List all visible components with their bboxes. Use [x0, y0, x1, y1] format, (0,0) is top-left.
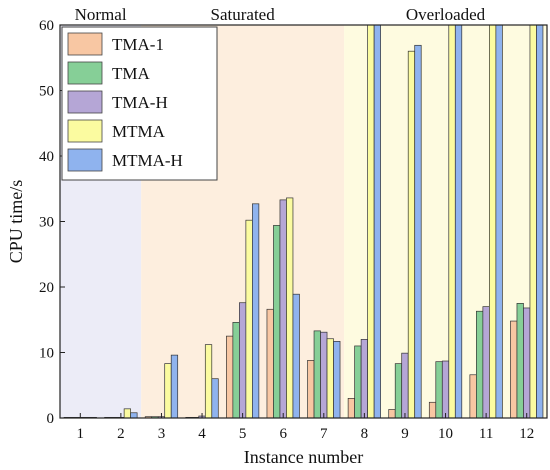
- legend-swatch-tma-1: [67, 32, 103, 56]
- legend: TMA-1 TMA TMA-H MTMA MTMA-H: [61, 26, 218, 181]
- bar-tma-h-11: [482, 306, 490, 419]
- legend-swatch-mtma-h: [67, 148, 103, 172]
- bar-tma-9: [394, 363, 403, 419]
- bar-mtma-11: [489, 24, 497, 419]
- bar-mtma-4: [204, 344, 213, 419]
- bar-tma-h-10: [441, 360, 450, 419]
- x-tick-label: 12: [519, 426, 534, 442]
- x-tick-label: 8: [361, 426, 369, 442]
- bar-mtma-h-12: [536, 24, 544, 419]
- bar-tma-6: [273, 225, 281, 419]
- bars-layer: [63, 24, 544, 419]
- bar-tma-1-10: [428, 401, 437, 419]
- bar-tma-12: [516, 303, 524, 419]
- bar-mtma-h-4: [211, 378, 219, 419]
- y-axis-label: CPU time/s: [6, 180, 26, 264]
- bar-tma-1-12: [510, 320, 518, 419]
- x-tick-label: 10: [438, 426, 453, 442]
- region-label-saturated: Saturated: [211, 5, 276, 24]
- x-tick-label: 4: [198, 426, 206, 442]
- bar-mtma-h-11: [495, 24, 503, 419]
- bar-tma-7: [313, 330, 321, 419]
- bar-mtma-10: [448, 24, 456, 419]
- x-tick-label: 7: [320, 426, 328, 442]
- x-axis-label: Instance number: [244, 447, 363, 467]
- legend-label-mtma: MTMA: [112, 122, 166, 141]
- y-tick-label: 20: [39, 280, 54, 296]
- bar-tma-h-7: [320, 331, 328, 419]
- bar-tma-1-9: [388, 409, 396, 419]
- bar-tma-8: [354, 345, 362, 419]
- bar-tma-h-6: [279, 199, 287, 419]
- bar-tma-1-11: [469, 374, 477, 419]
- legend-swatch-mtma: [67, 119, 103, 143]
- y-tick-label: 30: [39, 215, 54, 231]
- x-tick-label: 5: [239, 426, 247, 442]
- bar-tma-5: [232, 322, 240, 419]
- region-label-normal: Normal: [75, 5, 127, 24]
- legend-label-tma-1: TMA-1: [112, 35, 164, 54]
- legend-label-mtma-h: MTMA-H: [112, 151, 183, 170]
- x-tick-label: 6: [279, 426, 287, 442]
- bar-mtma-h-2: [130, 412, 138, 419]
- y-tick-label: 10: [39, 346, 54, 362]
- bar-mtma-9: [407, 50, 416, 419]
- bar-tma-h-5: [239, 302, 247, 419]
- bar-mtma-3: [164, 363, 172, 419]
- bar-mtma-6: [286, 197, 294, 419]
- bar-mtma-h-10: [454, 24, 463, 419]
- bar-mtma-h-8: [373, 24, 381, 419]
- bar-tma-1-7: [307, 360, 315, 419]
- x-tick-label: 2: [117, 426, 125, 442]
- bar-tma-10: [435, 361, 443, 419]
- bar-tma-11: [476, 310, 484, 419]
- bar-mtma-12: [529, 24, 537, 419]
- bar-mtma-8: [367, 24, 375, 419]
- bar-mtma-h-3: [170, 354, 179, 419]
- region-labels-layer: Normal Saturated Overloaded: [75, 5, 486, 24]
- x-tick-label: 11: [479, 426, 493, 442]
- bar-mtma-7: [326, 338, 334, 419]
- bar-mtma-2: [123, 408, 131, 419]
- x-tick-label: 1: [77, 426, 85, 442]
- legend-label-tma: TMA: [112, 64, 151, 83]
- y-tick-label: 0: [47, 411, 55, 427]
- bar-mtma-h-9: [414, 44, 422, 419]
- y-tick-label: 60: [39, 18, 54, 34]
- legend-swatch-tma: [67, 61, 103, 85]
- y-tick-label: 40: [39, 149, 54, 165]
- bar-tma-h-9: [401, 352, 409, 419]
- bar-tma-1-5: [226, 335, 234, 419]
- bar-tma-1-8: [347, 398, 355, 419]
- bar-mtma-h-6: [292, 293, 300, 419]
- x-tick-label: 3: [158, 426, 166, 442]
- bar-tma-1-6: [266, 308, 274, 419]
- bar-mtma-h-5: [252, 203, 260, 419]
- region-label-overloaded: Overloaded: [406, 5, 486, 24]
- y-tick-label: 50: [39, 84, 54, 100]
- bar-tma-h-12: [523, 307, 531, 419]
- bar-tma-h-8: [360, 339, 368, 419]
- bar-mtma-h-7: [333, 341, 341, 419]
- legend-label-tma-h: TMA-H: [112, 93, 168, 112]
- bar-mtma-5: [245, 219, 253, 419]
- legend-swatch-tma-h: [67, 90, 103, 114]
- x-tick-label: 9: [401, 426, 409, 442]
